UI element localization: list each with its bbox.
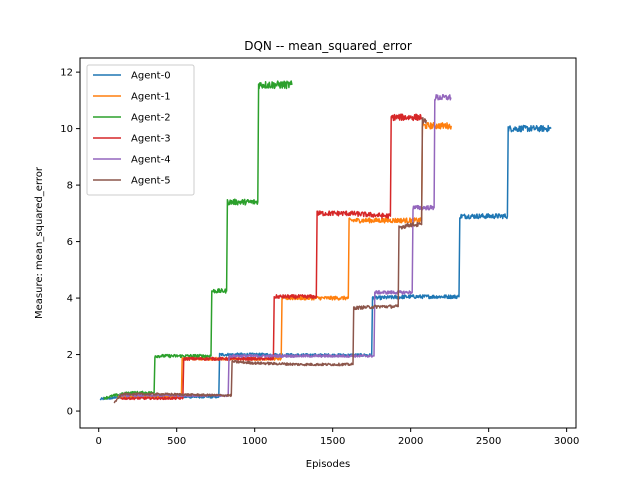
axes-frame xyxy=(79,57,577,429)
chart-title: DQN -- mean_squared_error xyxy=(244,39,412,53)
y-tick-label: 8 xyxy=(67,181,73,192)
x-tick-label: 1500 xyxy=(320,436,345,447)
series-layer xyxy=(99,80,552,404)
legend-label: Agent-0 xyxy=(131,71,171,82)
x-tick-label: 2000 xyxy=(398,436,423,447)
y-axis-title: Measure: mean_squared_error xyxy=(34,166,45,319)
y-tick-label: 10 xyxy=(60,124,73,135)
x-tick-label: 500 xyxy=(167,436,186,447)
legend-label: Agent-3 xyxy=(131,134,171,145)
x-tick-label: 3000 xyxy=(554,436,579,447)
legend-label: Agent-2 xyxy=(131,113,171,124)
y-tick-label: 4 xyxy=(67,294,73,305)
legend: Agent-0 Agent-1 Agent-2 Agent-3 Agent-4 Agent… xyxy=(86,64,195,196)
y-tick-label: 2 xyxy=(67,350,73,361)
series-line-agent-2 xyxy=(103,80,293,400)
y-axis-ticks: 0 2 4 6 8 10 12 xyxy=(60,68,80,418)
legend-label: Agent-5 xyxy=(131,176,171,187)
x-tick-label: 1000 xyxy=(242,436,267,447)
y-tick-label: 6 xyxy=(67,237,73,248)
legend-label: Agent-4 xyxy=(131,155,171,166)
plot-area xyxy=(79,57,577,429)
series-line-agent-3 xyxy=(119,113,423,401)
series-line-agent-5 xyxy=(113,117,428,404)
series-line-agent-4 xyxy=(118,93,452,398)
x-tick-label: 0 xyxy=(96,436,102,447)
legend-label: Agent-1 xyxy=(131,92,171,103)
y-tick-label: 0 xyxy=(67,407,73,418)
x-axis-title: Episodes xyxy=(306,459,350,470)
legend-box xyxy=(86,64,195,196)
x-axis-ticks: 0 500 1000 1500 2000 2500 3000 xyxy=(96,428,579,447)
y-tick-label: 12 xyxy=(60,68,73,79)
x-tick-label: 2500 xyxy=(476,436,501,447)
